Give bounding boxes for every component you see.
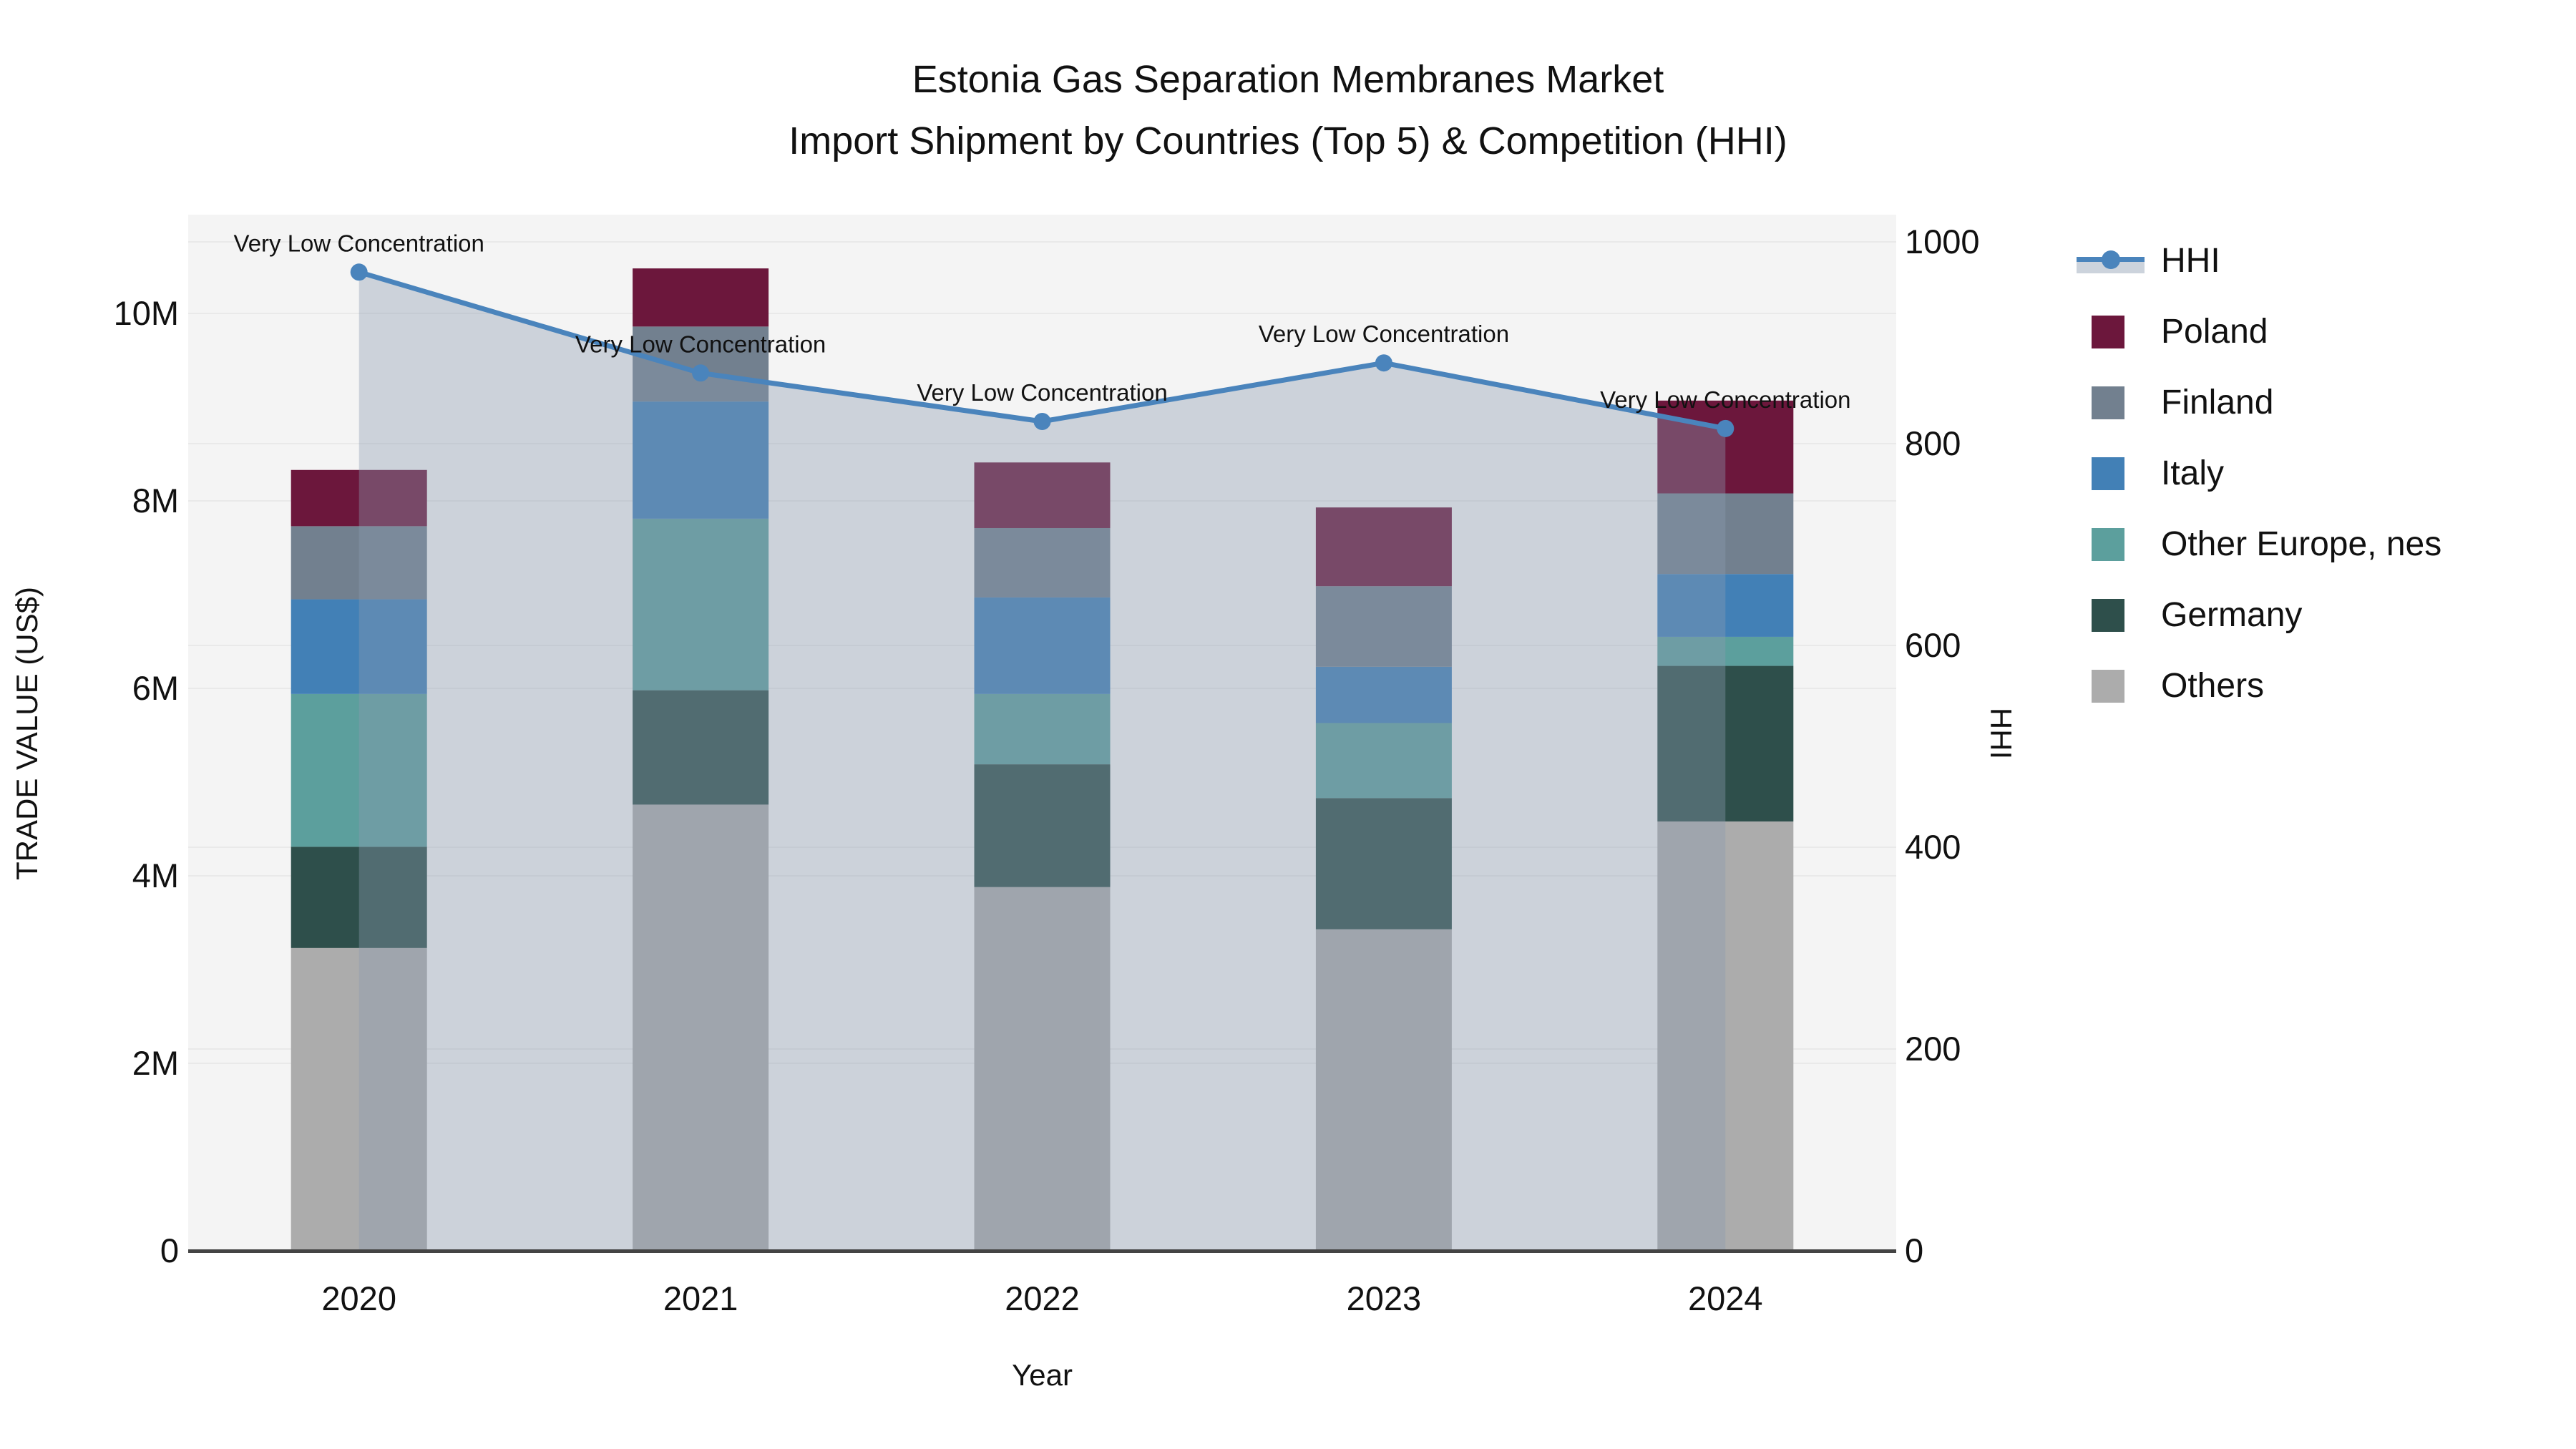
bar-germany-2020[interactable] xyxy=(291,847,427,948)
legend-color-square xyxy=(2092,386,2124,419)
hhi-marker-2021[interactable] xyxy=(692,364,710,382)
x-axis-zeroline xyxy=(188,1249,1896,1253)
left-axis-tick: 4M xyxy=(132,857,179,894)
bar-other-europe-nes-2022[interactable] xyxy=(974,693,1111,765)
bar-poland-2020[interactable] xyxy=(291,469,427,527)
bar-poland-2022[interactable] xyxy=(974,462,1111,528)
bar-poland-2023[interactable] xyxy=(1315,507,1452,587)
left-axis-tick: 2M xyxy=(132,1044,179,1082)
right-axis-tick: 200 xyxy=(1905,1030,1961,1068)
hhi-line-legend-icon xyxy=(2068,245,2161,278)
legend-swatch-others xyxy=(2068,669,2161,703)
legend-label: Germany xyxy=(2161,596,2303,634)
bar-others-2023[interactable] xyxy=(1315,929,1452,1251)
legend-label: Italy xyxy=(2161,454,2225,492)
legend-color-square xyxy=(2092,598,2124,632)
bar-italy-2023[interactable] xyxy=(1315,666,1452,723)
x-axis-tick-2020: 2020 xyxy=(321,1279,396,1317)
legend-label: Finland xyxy=(2161,384,2274,421)
hhi-annotation-2020: Very Low Concentration xyxy=(234,230,484,256)
legend-color-square xyxy=(2092,669,2124,703)
bar-finland-2020[interactable] xyxy=(291,526,427,600)
bar-germany-2021[interactable] xyxy=(633,690,769,805)
bar-italy-2020[interactable] xyxy=(291,599,427,694)
bar-italy-2024[interactable] xyxy=(1657,574,1794,637)
bar-italy-2021[interactable] xyxy=(633,401,769,519)
legend-label: HHI xyxy=(2161,242,2220,280)
right-axis-tick: 400 xyxy=(1905,828,1961,866)
legend: HHI Poland Finland Italy Other Europe, nes Ge… xyxy=(2068,225,2441,721)
legend-item-italy[interactable]: Italy xyxy=(2068,438,2441,509)
legend-item-other-europe-nes[interactable]: Other Europe, nes xyxy=(2068,509,2441,580)
hhi-marker-2020[interactable] xyxy=(350,263,368,281)
hhi-annotation-2023: Very Low Concentration xyxy=(1259,321,1509,347)
legend-swatch-poland xyxy=(2068,315,2161,348)
legend-label: Poland xyxy=(2161,313,2268,351)
left-axis-tick: 10M xyxy=(114,294,179,332)
bar-poland-2021[interactable] xyxy=(633,268,769,327)
legend-swatch-finland xyxy=(2068,386,2161,419)
right-axis-title: HHI xyxy=(1984,707,2018,760)
left-axis-tick: 6M xyxy=(132,669,179,707)
bar-germany-2023[interactable] xyxy=(1315,798,1452,930)
x-axis-tick-2022: 2022 xyxy=(1005,1279,1080,1317)
legend-color-square xyxy=(2092,527,2124,561)
bar-finland-2023[interactable] xyxy=(1315,586,1452,667)
left-axis-title: TRADE VALUE (US$) xyxy=(10,587,44,880)
bar-others-2022[interactable] xyxy=(974,887,1111,1251)
bar-finland-2021[interactable] xyxy=(633,326,769,402)
x-axis-tick-2021: 2021 xyxy=(663,1279,738,1317)
legend-color-square xyxy=(2092,457,2124,490)
hhi-marker-2024[interactable] xyxy=(1717,419,1735,437)
legend-label: Others xyxy=(2161,667,2265,705)
right-axis-tick: 1000 xyxy=(1905,223,1980,260)
bar-others-2020[interactable] xyxy=(291,947,427,1251)
legend-item-others[interactable]: Others xyxy=(2068,650,2441,721)
right-axis-tick: 600 xyxy=(1905,626,1961,664)
x-axis-tick-2023: 2023 xyxy=(1347,1279,1422,1317)
bar-others-2024[interactable] xyxy=(1657,821,1794,1251)
x-axis-tick-2024: 2024 xyxy=(1688,1279,1763,1317)
hhi-marker-2023[interactable] xyxy=(1375,354,1392,372)
legend-item-hhi[interactable]: HHI xyxy=(2068,225,2441,296)
hhi-annotation-2022: Very Low Concentration xyxy=(917,379,1167,406)
legend-item-finland[interactable]: Finland xyxy=(2068,367,2441,438)
bar-poland-2024[interactable] xyxy=(1657,400,1794,494)
hhi-annotation-2024: Very Low Concentration xyxy=(1600,386,1850,413)
hhi-marker-swatch xyxy=(2101,250,2120,269)
left-axis-tick: 8M xyxy=(132,482,179,519)
legend-label: Other Europe, nes xyxy=(2161,525,2442,563)
hhi-line-symbol xyxy=(2077,245,2145,278)
legend-item-germany[interactable]: Germany xyxy=(2068,580,2441,650)
legend-swatch-other-europe-nes xyxy=(2068,527,2161,561)
bar-other-europe-nes-2020[interactable] xyxy=(291,693,427,847)
right-axis-tick: 800 xyxy=(1905,424,1961,462)
legend-item-poland[interactable]: Poland xyxy=(2068,296,2441,367)
left-axis-tick: 0 xyxy=(160,1231,179,1269)
bar-italy-2022[interactable] xyxy=(974,597,1111,694)
bar-other-europe-nes-2023[interactable] xyxy=(1315,723,1452,799)
bar-germany-2024[interactable] xyxy=(1657,665,1794,822)
hhi-annotation-2021: Very Low Concentration xyxy=(575,331,826,357)
chart-title-line1: Estonia Gas Separation Membranes Market xyxy=(912,58,1664,101)
hhi-area xyxy=(358,272,1726,1251)
x-axis-title: Year xyxy=(1012,1358,1073,1392)
chart-title: Estonia Gas Separation Membranes Market … xyxy=(0,49,2576,172)
bar-other-europe-nes-2024[interactable] xyxy=(1657,636,1794,666)
legend-color-square xyxy=(2092,315,2124,348)
bar-other-europe-nes-2021[interactable] xyxy=(633,518,769,691)
bar-germany-2022[interactable] xyxy=(974,764,1111,887)
legend-swatch-germany xyxy=(2068,598,2161,632)
hhi-marker-2022[interactable] xyxy=(1033,412,1051,430)
legend-swatch-italy xyxy=(2068,457,2161,490)
chart-title-line2: Import Shipment by Countries (Top 5) & C… xyxy=(789,119,1787,162)
bar-finland-2024[interactable] xyxy=(1657,493,1794,575)
bar-finland-2022[interactable] xyxy=(974,527,1111,597)
bar-others-2021[interactable] xyxy=(633,804,769,1251)
right-axis-tick: 0 xyxy=(1905,1231,1923,1269)
